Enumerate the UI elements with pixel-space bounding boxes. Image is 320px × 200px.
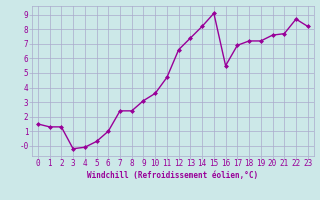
X-axis label: Windchill (Refroidissement éolien,°C): Windchill (Refroidissement éolien,°C) — [87, 171, 258, 180]
